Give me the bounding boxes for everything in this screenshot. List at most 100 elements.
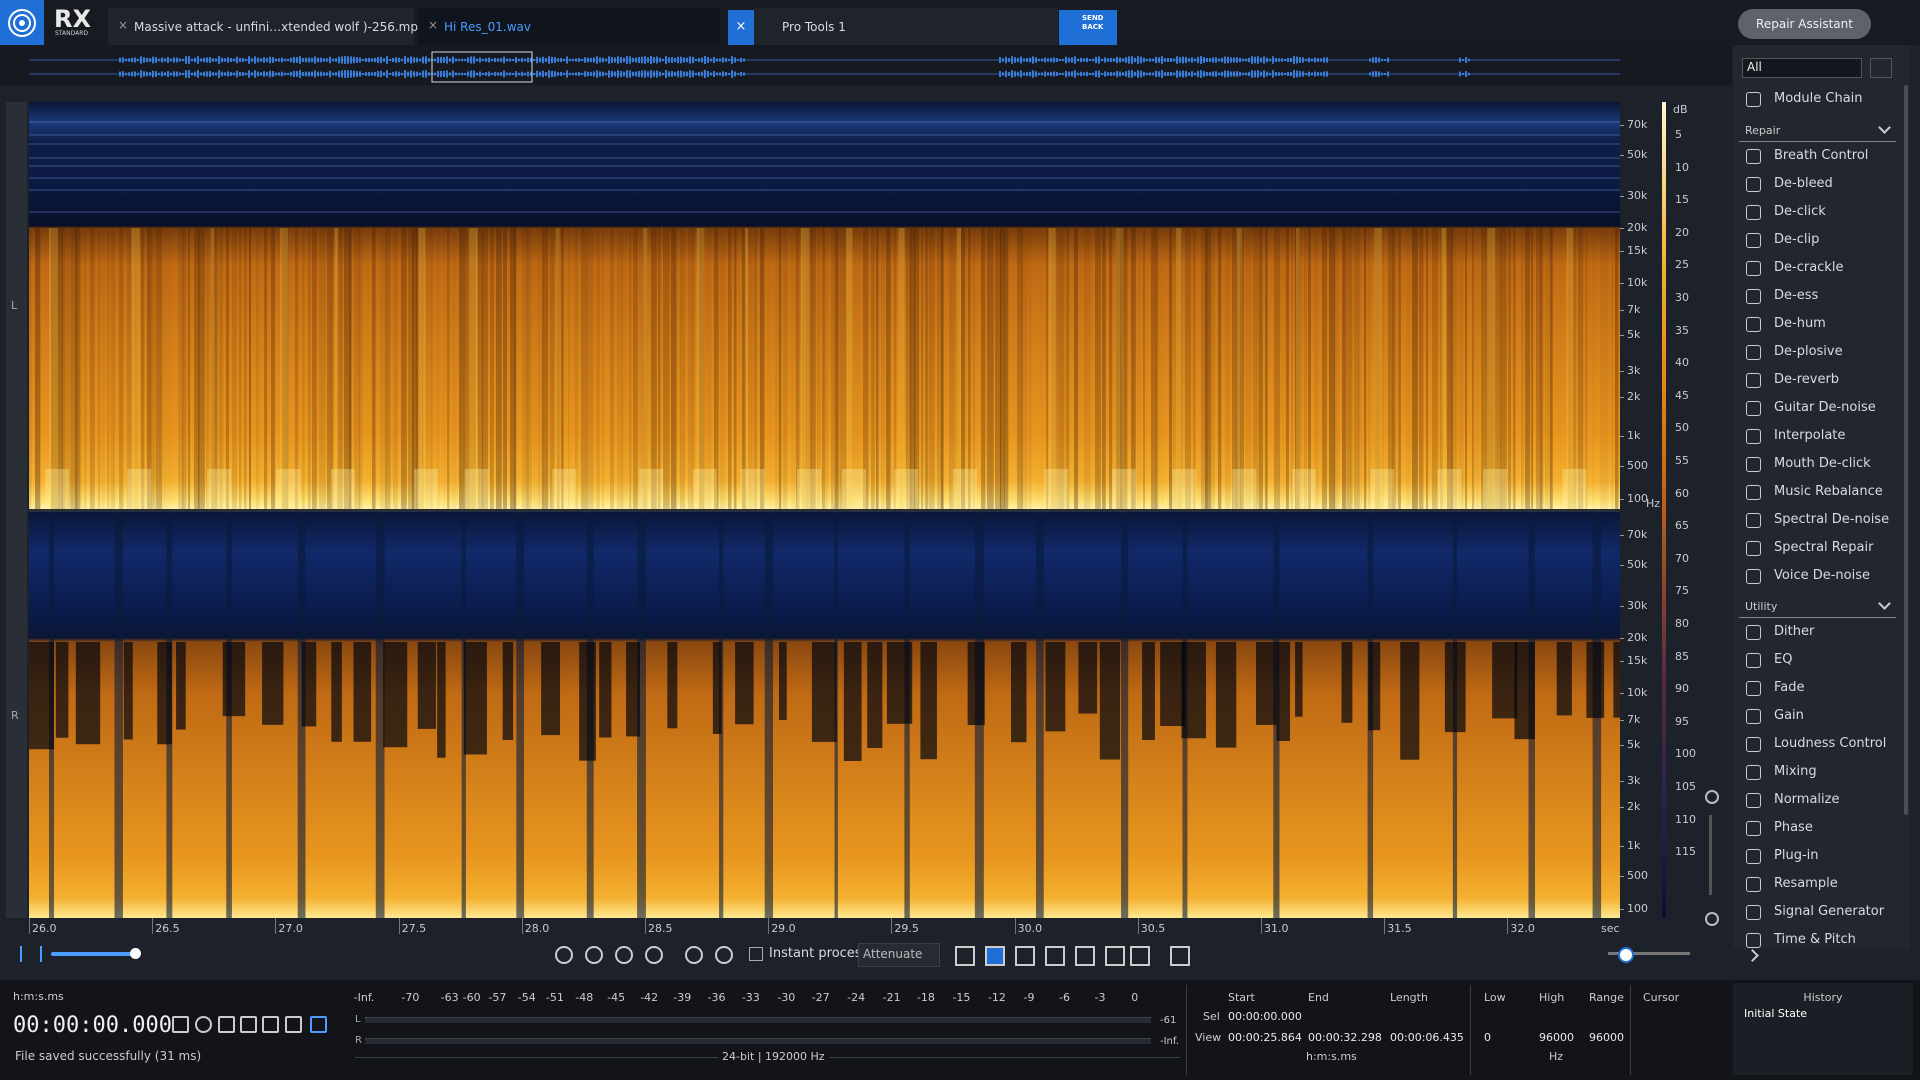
link-tab-label[interactable]: Pro Tools 1 bbox=[782, 20, 846, 34]
transport-button[interactable] bbox=[285, 1016, 302, 1033]
spectral-texture bbox=[1573, 228, 1577, 509]
menu-button[interactable] bbox=[1870, 58, 1892, 78]
selection-tool[interactable] bbox=[1075, 946, 1095, 966]
link-tab-close[interactable]: × bbox=[728, 10, 754, 45]
selection-value[interactable]: 96000 bbox=[1539, 1031, 1574, 1044]
tool-icon[interactable] bbox=[715, 946, 733, 964]
history-item[interactable]: Initial State bbox=[1744, 1007, 1808, 1020]
file-tab[interactable] bbox=[108, 8, 414, 45]
tab-close[interactable]: × bbox=[118, 18, 129, 32]
zoom-slider[interactable] bbox=[1608, 952, 1690, 955]
repair-assistant-button[interactable] bbox=[1738, 9, 1871, 39]
instant-process-checkbox[interactable] bbox=[749, 947, 763, 961]
selection-value[interactable]: 00:00:32.298 bbox=[1308, 1031, 1382, 1044]
zoom-icon[interactable] bbox=[1705, 790, 1719, 804]
transport-button[interactable] bbox=[262, 1016, 279, 1033]
tool-icon[interactable] bbox=[685, 946, 703, 964]
group-label[interactable]: Utility bbox=[1745, 600, 1778, 613]
transport-button[interactable] bbox=[218, 1016, 235, 1033]
send-back-text[interactable]: SEND bbox=[1082, 14, 1104, 22]
spectrogram[interactable] bbox=[29, 102, 1620, 918]
selection-tool[interactable] bbox=[1015, 946, 1035, 966]
selection-tool[interactable] bbox=[955, 946, 975, 966]
module-item[interactable]: Fade bbox=[1774, 680, 1805, 695]
module-item[interactable]: Spectral Repair bbox=[1774, 540, 1874, 555]
module-item[interactable]: De-ess bbox=[1774, 288, 1819, 303]
mode-dropdown[interactable] bbox=[858, 943, 940, 967]
module-item[interactable]: Resample bbox=[1774, 876, 1838, 891]
overview-peak bbox=[1266, 57, 1268, 63]
module-item[interactable]: De-crackle bbox=[1774, 260, 1844, 275]
selection-value[interactable]: 00:00:06.435 bbox=[1390, 1031, 1464, 1044]
module-item[interactable]: De-clip bbox=[1774, 232, 1820, 247]
group-header[interactable] bbox=[1739, 597, 1896, 618]
time-format[interactable]: h:m:s.ms bbox=[13, 990, 64, 1003]
instant-process-label[interactable]: Instant process bbox=[769, 946, 869, 961]
filter-label[interactable]: All bbox=[1747, 60, 1762, 74]
module-item[interactable]: Breath Control bbox=[1774, 148, 1869, 163]
tab-close[interactable]: × bbox=[428, 18, 439, 32]
selection-tool[interactable] bbox=[1045, 946, 1065, 966]
filter-dropdown[interactable] bbox=[1742, 58, 1862, 78]
selection-value[interactable]: 0 bbox=[1484, 1031, 1491, 1044]
transport-button[interactable] bbox=[172, 1016, 189, 1033]
module-item[interactable]: De-hum bbox=[1774, 316, 1826, 331]
module-item[interactable]: Signal Generator bbox=[1774, 904, 1885, 919]
mode-label[interactable]: Attenuate bbox=[863, 947, 923, 961]
group-label[interactable]: Repair bbox=[1745, 124, 1781, 137]
group-header[interactable] bbox=[1739, 121, 1896, 142]
module-chain[interactable]: Module Chain bbox=[1774, 91, 1863, 106]
module-item[interactable]: Time & Pitch bbox=[1774, 932, 1856, 947]
repair-assistant-label[interactable]: Repair Assistant bbox=[1756, 17, 1853, 31]
tool-icon[interactable] bbox=[645, 946, 663, 964]
overview-peak bbox=[1083, 58, 1085, 62]
opacity-slider[interactable] bbox=[51, 952, 137, 956]
module-item[interactable]: Interpolate bbox=[1774, 428, 1846, 443]
transport-button[interactable] bbox=[195, 1016, 212, 1033]
module-item[interactable]: De-bleed bbox=[1774, 176, 1833, 191]
module-item[interactable]: Normalize bbox=[1774, 792, 1840, 807]
waveform-toggle[interactable] bbox=[20, 946, 42, 962]
module-item[interactable]: De-reverb bbox=[1774, 372, 1840, 387]
module-item[interactable]: Voice De-noise bbox=[1774, 568, 1871, 583]
module-item[interactable]: Gain bbox=[1774, 708, 1804, 723]
module-icon bbox=[1746, 737, 1761, 752]
module-item[interactable]: Music Rebalance bbox=[1774, 484, 1883, 499]
expand-arrow[interactable] bbox=[1746, 949, 1759, 962]
overview-selection[interactable] bbox=[431, 51, 533, 83]
module-item[interactable]: Dither bbox=[1774, 624, 1815, 639]
module-item[interactable]: Phase bbox=[1774, 820, 1813, 835]
module-item[interactable]: EQ bbox=[1774, 652, 1793, 667]
vertical-zoom-slider[interactable] bbox=[1709, 815, 1712, 895]
module-item[interactable]: Mixing bbox=[1774, 764, 1817, 779]
selection-tool[interactable] bbox=[1130, 946, 1150, 966]
selection-value[interactable]: 00:00:00.000 bbox=[1228, 1010, 1302, 1023]
selection-value[interactable]: 96000 bbox=[1589, 1031, 1624, 1044]
selection-tool[interactable] bbox=[1105, 946, 1125, 966]
send-back-text[interactable]: BACK bbox=[1082, 23, 1104, 31]
module-item[interactable]: Guitar De-noise bbox=[1774, 400, 1876, 415]
overview-peak bbox=[1176, 56, 1178, 64]
tool-icon[interactable] bbox=[615, 946, 633, 964]
module-item[interactable]: Plug-in bbox=[1774, 848, 1819, 863]
tab-label[interactable]: Massive attack - unfini…xtended wolf )-2… bbox=[134, 20, 426, 34]
tool-icon[interactable] bbox=[585, 946, 603, 964]
selection-tool[interactable] bbox=[1170, 946, 1190, 966]
module-item[interactable]: Spectral De-noise bbox=[1774, 512, 1890, 527]
module-item[interactable]: De-click bbox=[1774, 204, 1826, 219]
zoom-knob[interactable] bbox=[1618, 947, 1634, 963]
transport-button[interactable] bbox=[240, 1016, 257, 1033]
module-item[interactable]: Mouth De-click bbox=[1774, 456, 1871, 471]
opacity-knob[interactable] bbox=[130, 948, 141, 959]
tab-label[interactable]: Hi Res_01.wav bbox=[444, 20, 531, 34]
module-item[interactable]: Loudness Control bbox=[1774, 736, 1887, 751]
module-item[interactable]: De-plosive bbox=[1774, 344, 1843, 359]
selection-value[interactable]: 00:00:25.864 bbox=[1228, 1031, 1302, 1044]
tool-icon[interactable] bbox=[555, 946, 573, 964]
zoom-icon[interactable] bbox=[1705, 912, 1719, 926]
transport-button[interactable] bbox=[310, 1016, 327, 1033]
selection-tool[interactable] bbox=[985, 946, 1005, 966]
link-tab[interactable] bbox=[754, 8, 1058, 45]
send-back-button[interactable] bbox=[1059, 10, 1117, 45]
file-tab[interactable] bbox=[418, 8, 720, 45]
